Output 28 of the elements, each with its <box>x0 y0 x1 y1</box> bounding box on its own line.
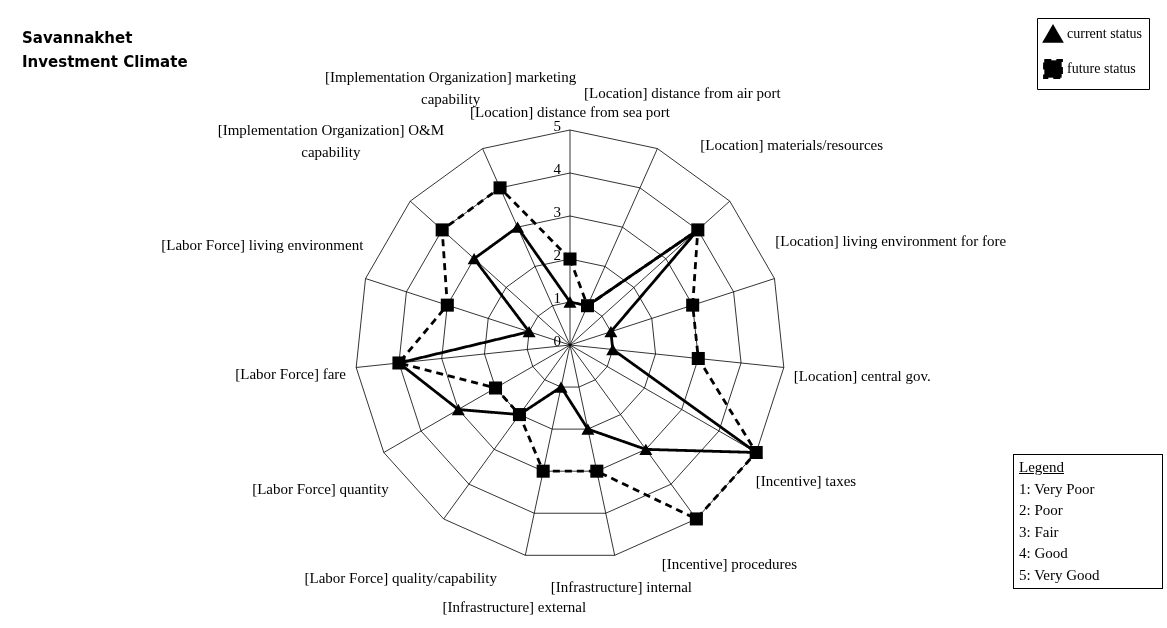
text: Savannakhet Investment Climate <box>22 29 188 71</box>
spoke-label: [Infrastructure] internal <box>550 579 693 596</box>
y-tick-label: 3 <box>553 204 561 220</box>
legend-label: future status <box>1067 61 1136 76</box>
y-tick-label: 1 <box>553 290 561 306</box>
spoke-label: [Location] central gov. <box>793 367 931 384</box>
legend-label: current status <box>1067 26 1143 41</box>
y-tick-label: 2 <box>553 247 561 263</box>
spoke-label: [Location] living environment for fore <box>775 232 1007 249</box>
text: 3: Fair <box>1019 522 1060 542</box>
spoke-label: [Location] materials/resources <box>700 137 884 154</box>
y-tick-label: 5 <box>553 118 561 134</box>
spoke-label: [Incentive] taxes <box>755 473 857 490</box>
spoke-label: [Incentive] procedures <box>661 556 798 573</box>
spoke-label: [Labor Force] living environment <box>161 237 365 254</box>
text: 1: Very Poor <box>1019 479 1096 499</box>
text: Legend <box>1019 458 1065 477</box>
y-tick-label: 0 <box>553 333 561 349</box>
spoke-label: [Implementation Organization] O&M capability <box>217 121 445 160</box>
spoke-label: [Labor Force] fare <box>235 366 347 383</box>
spoke-label: [Labor Force] quality/capability <box>304 570 498 587</box>
text: 5: Very Good <box>1019 565 1101 585</box>
text: 2: Poor <box>1019 501 1064 520</box>
spoke-label: [Infrastructure] external <box>442 598 587 615</box>
spoke-label: [Location] distance from air port <box>584 84 782 101</box>
text: 4: Good <box>1019 544 1069 563</box>
spoke-label: [Labor Force] quantity <box>252 481 390 498</box>
y-tick-label: 4 <box>553 161 562 177</box>
